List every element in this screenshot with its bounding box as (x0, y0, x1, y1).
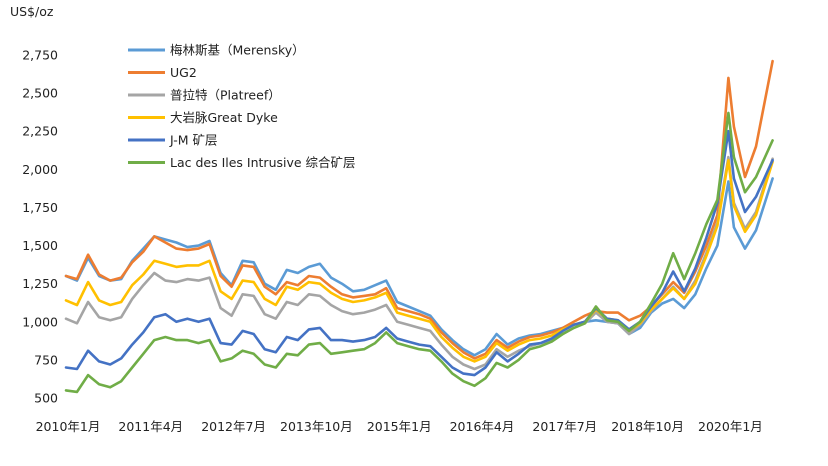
x-tick-label: 2010年1月 (36, 419, 101, 434)
legend-label: 大岩脉Great Dyke (170, 110, 278, 125)
legend-label: 梅林斯基（Merensky） (170, 43, 305, 58)
x-tick-label: 2017年7月 (532, 419, 597, 434)
x-tick-label: 2011年4月 (118, 419, 183, 434)
legend-label: 普拉特（Platreef） (170, 88, 281, 103)
x-tick-label: 2012年7月 (201, 419, 266, 434)
y-tick-label: 1,000 (22, 314, 58, 329)
legend: 梅林斯基（Merensky） UG2 普拉特（Platreef） 大岩脉Great D… (128, 43, 356, 170)
legend-label: UG2 (170, 65, 197, 80)
series-line-5 (64, 129, 774, 377)
x-tick-label: 2016年4月 (450, 419, 515, 434)
series-line-2 (64, 59, 774, 360)
x-tick-label: 2013年10月 (280, 419, 353, 434)
series-line-4 (64, 158, 774, 363)
y-tick-label: 1,250 (22, 276, 58, 291)
y-axis-ticks: 500 750 1,000 1,250 1,500 1,750 2,000 2,250 2,50… (22, 48, 58, 406)
series-line-1 (64, 177, 774, 357)
y-tick-label: 500 (34, 391, 58, 406)
y-tick-label: 2,500 (22, 86, 58, 101)
legend-label: Lac des Iles Intrusive 综合矿层 (170, 155, 356, 170)
y-tick-label: 2,750 (22, 48, 58, 63)
x-axis-ticks: 2010年1月 2011年4月 2012年7月 2013年10月 2015年1月 2016… (36, 419, 763, 434)
y-tick-label: 1,750 (22, 200, 58, 215)
y-tick-label: 750 (34, 352, 58, 367)
y-tick-label: 1,500 (22, 238, 58, 253)
y-tick-label: 2,250 (22, 124, 58, 139)
y-tick-label: 2,000 (22, 162, 58, 177)
x-tick-label: 2020年1月 (698, 419, 763, 434)
series-line-6 (64, 111, 774, 394)
x-tick-label: 2018年10月 (611, 419, 684, 434)
legend-label: J-M 矿层 (169, 133, 218, 148)
x-tick-label: 2015年1月 (367, 419, 432, 434)
y-axis-unit-label: US$/oz (10, 4, 54, 19)
series-line-3 (64, 155, 774, 371)
series-lines (64, 59, 774, 394)
